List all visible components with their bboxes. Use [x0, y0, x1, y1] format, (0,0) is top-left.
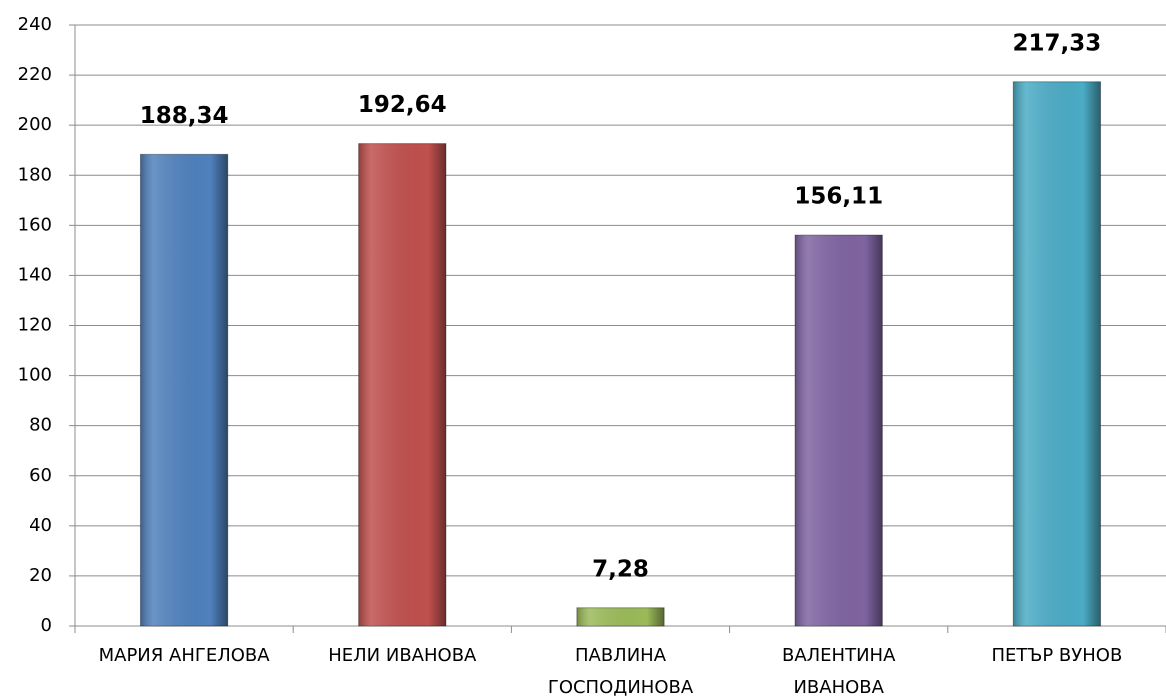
y-tick-label: 240: [18, 14, 52, 35]
y-tick-label: 140: [18, 264, 52, 285]
x-tick-label-line: ПАВЛИНА: [575, 645, 667, 666]
y-tick-label: 40: [29, 515, 52, 536]
bar-shade: [795, 235, 883, 627]
x-tick-label-line: ГОСПОДИНОВА: [548, 677, 694, 698]
y-tick-label: 220: [18, 64, 52, 85]
value-label: 156,11: [794, 184, 883, 210]
bar-shade: [1013, 81, 1101, 626]
y-tick-label: 100: [18, 365, 52, 386]
value-label: 217,33: [1013, 30, 1102, 56]
x-tick-label: НЕЛИ ИВАНОВА: [328, 645, 477, 666]
x-tick-label: ПЕТЪР ВУНОВ: [991, 645, 1122, 666]
x-tick-label-line: ИВАНОВА: [793, 677, 884, 698]
value-label: 7,28: [592, 556, 649, 582]
y-tick-label: 120: [18, 315, 52, 336]
bar-shade: [576, 607, 665, 626]
x-tick-label-line: ПЕТЪР ВУНОВ: [991, 645, 1122, 666]
bar-shade: [358, 143, 446, 626]
y-tick-label: 60: [29, 465, 52, 486]
x-tick-label: МАРИЯ АНГЕЛОВА: [99, 645, 271, 666]
x-tick-label-line: МАРИЯ АНГЕЛОВА: [99, 645, 271, 666]
x-tick-label: ПАВЛИНА ГОСПОДИНОВА: [548, 645, 694, 698]
value-label: 188,34: [140, 103, 229, 129]
x-tick-label-line: ВАЛЕНТИНА: [782, 645, 896, 666]
y-tick-label: 180: [18, 164, 52, 185]
value-label: 192,64: [358, 92, 447, 118]
y-tick-label: 20: [29, 565, 52, 586]
x-tick-label: ВАЛЕНТИНА ИВАНОВА: [782, 645, 896, 698]
y-tick-label: 80: [29, 415, 52, 436]
y-tick-label: 200: [18, 114, 52, 135]
x-tick-label-line: НЕЛИ ИВАНОВА: [328, 645, 477, 666]
bar-shade: [140, 154, 228, 627]
y-tick-label: 160: [18, 214, 52, 235]
y-tick-label: 0: [41, 615, 52, 636]
